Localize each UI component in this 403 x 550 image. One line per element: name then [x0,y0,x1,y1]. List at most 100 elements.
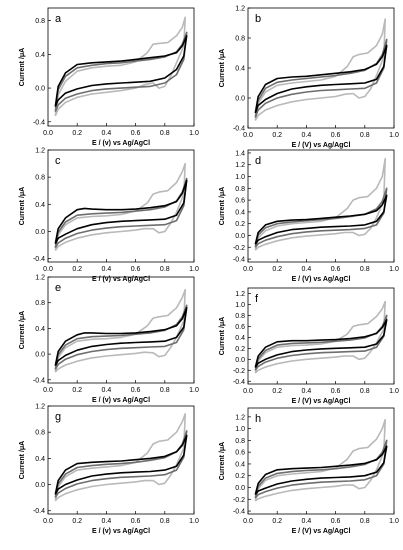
panel-letter: a [55,13,62,25]
cv-curve [54,16,186,117]
x-axis-title: E / (V) vs Ag/AgCl [292,142,351,149]
cv-curve [254,319,388,368]
y-tick-label: 0.8 [235,36,245,43]
x-tick-label: 0.0 [243,388,253,395]
y-tick-label: 0.0 [35,482,45,489]
cv-curve [54,307,188,367]
x-tick-label: 0.0 [43,130,53,137]
y-tick-label: 0.0 [235,357,245,364]
cv-curve [254,300,386,374]
x-tick-label: 0.6 [131,130,141,137]
panel-letter: c [55,155,61,167]
x-axis-title: E / (V) vs Ag/AgCl [292,398,351,405]
panel-frame [247,407,395,515]
panel-b: 0.0 0.2 0.4 0.6 0.8 1.0-0.40.00.40.81.2E / (V… [219,6,399,150]
x-tick-label: 0.0 [243,518,253,525]
x-tick-label: 0.8 [160,518,170,525]
cv-curve [54,162,186,251]
y-tick-label: 0.2 [235,221,245,228]
cv-curve [254,158,386,251]
y-tick-label: -0.4 [233,379,245,386]
y-tick-label: 0.0 [35,352,45,359]
x-tick-label: 0.6 [131,387,141,394]
panel-h: 0.0 0.2 0.4 0.6 0.8 1.0 -0.4 -0.2 0.0 0.2 0.4 0.6 0.… [219,407,399,535]
cv-curve [54,430,188,499]
y-axis-title: Current /μA [219,187,226,226]
x-tick-label: 0.2 [272,132,282,139]
x-tick-label: 0.6 [331,518,341,525]
x-tick-label: 0.2 [72,387,82,394]
x-tick-label: 0.6 [331,266,341,273]
panel-frame [47,405,195,515]
x-tick-label: 0.0 [43,518,53,525]
panel-e: 0.0 0.2 0.4 0.6 0.8 1.0 -0.4 0.0 0.4 0.8 1.2 E / (v… [19,275,199,405]
cv-curve [254,187,388,248]
y-tick-label: 0.8 [35,18,45,25]
y-tick-label: 0.8 [235,313,245,320]
panel-letter: h [255,413,261,425]
cv-curve [254,38,388,118]
panel-letter: e [55,282,61,294]
y-tick-label: 0.4 [235,461,245,468]
cv-curve [254,439,388,499]
panel-letter: b [255,13,261,25]
y-tick-label: -0.4 [233,509,245,516]
y-tick-label: 0.6 [235,324,245,331]
x-tick-label: 0.2 [72,130,82,137]
y-axis-title: Current /μA [19,311,26,350]
y-tick-label: 0.4 [35,456,45,463]
cv-curve [54,413,186,502]
y-tick-label: 1.0 [235,302,245,309]
x-tick-label: 0.2 [72,266,82,273]
y-tick-label: 0.0 [35,229,45,236]
y-tick-label: 1.2 [35,148,45,155]
x-tick-label: 0.2 [72,518,82,525]
x-tick-label: 0.4 [102,130,112,137]
x-tick-label: 0.0 [43,387,53,394]
x-tick-label: 1.0 [189,518,199,525]
cv-curve [54,177,188,249]
x-tick-label: 0.4 [302,266,312,273]
cv-curve [54,304,188,370]
x-tick-label: 1.0 [389,266,399,273]
y-tick-label: 1.2 [235,6,245,13]
panel-letter: d [255,155,261,167]
y-tick-label: 1.4 [235,150,245,157]
x-tick-label: 0.4 [102,266,112,273]
y-tick-label: 0.8 [235,186,245,193]
x-tick-label: 0.2 [272,388,282,395]
y-axis-title: Current /μA [19,187,26,226]
x-tick-label: 0.4 [302,132,312,139]
y-tick-label: 0.4 [235,66,245,73]
x-tick-label: 0.4 [102,387,112,394]
y-tick-label: 0.0 [235,96,245,103]
panel-f: 0.0 0.2 0.4 0.6 0.8 1.0 -0.4 -0.2 0.0 0.2 0.4 0.6 0.… [219,287,399,405]
y-tick-label: 0.0 [235,485,245,492]
y-tick-label: 0.0 [35,86,45,93]
cv-curve [254,44,388,114]
y-tick-label: 0.4 [235,335,245,342]
panel-frame [47,149,195,263]
y-tick-label: 0.8 [235,438,245,445]
x-tick-label: 1.0 [189,266,199,273]
panel-frame [247,149,395,263]
cv-curve [54,434,188,495]
x-tick-label: 0.0 [243,266,253,273]
y-tick-label: 0.2 [235,473,245,480]
y-tick-label: 0.4 [35,202,45,209]
x-tick-label: 0.8 [160,130,170,137]
cv-curve [254,445,388,496]
x-tick-label: 1.0 [189,130,199,137]
y-tick-label: 0.4 [235,209,245,216]
panel-frame [247,287,395,385]
x-tick-label: 0.0 [243,132,253,139]
x-tick-label: 0.6 [331,388,341,395]
x-tick-label: 0.4 [302,388,312,395]
cv-curve [254,314,388,371]
panel-frame [47,7,195,127]
y-tick-label: -0.2 [233,368,245,375]
cv-curve [254,194,388,245]
x-tick-label: 0.8 [360,518,370,525]
x-tick-label: 0.8 [160,266,170,273]
